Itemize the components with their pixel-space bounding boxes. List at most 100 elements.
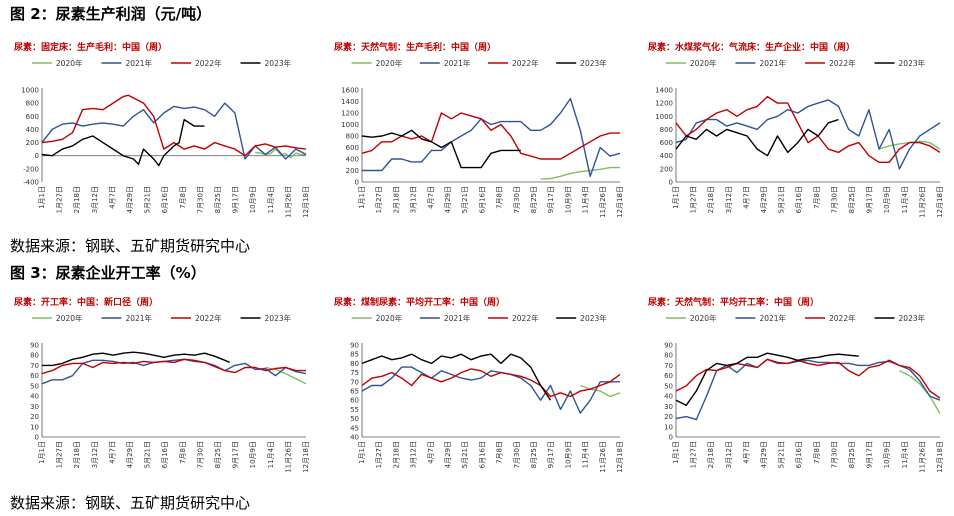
x-tick-label: 7月30日 (513, 186, 521, 213)
legend-item: 2022年 (488, 58, 539, 68)
legend-item: 2020年 (31, 313, 83, 323)
y-tick-label: 0 (669, 434, 673, 442)
series-line (42, 351, 231, 367)
svg-text:2021年: 2021年 (444, 58, 471, 68)
legend-item: 2020年 (665, 58, 717, 68)
y-tick-label: 1400 (655, 87, 673, 95)
y-tick-label: 1000 (655, 113, 673, 121)
svg-text:2020年: 2020年 (690, 313, 717, 323)
y-tick-label: 70 (350, 378, 359, 386)
x-tick-label: 4月29日 (760, 441, 768, 468)
x-tick-label: 12月18日 (302, 441, 310, 473)
x-tick-label: 2月18日 (73, 441, 81, 468)
x-tick-label: 6月16日 (478, 441, 486, 468)
y-tick-label: 1000 (21, 87, 39, 95)
x-tick-label: 7月30日 (196, 441, 204, 468)
x-tick-label: 3月12日 (410, 186, 418, 213)
x-tick-label: 10月9日 (564, 186, 572, 213)
series-line (361, 112, 620, 160)
x-tick-label: 5月21日 (778, 441, 786, 468)
x-tick-label: 5月21日 (144, 186, 152, 213)
legend-item: 2023年 (240, 58, 292, 68)
chart-panel-0: 尿素：固定床：生产毛利：中国（周） 2020年 2021年 2022年 2023年 -40… (8, 34, 314, 226)
y-tick-label: 80 (30, 352, 39, 360)
x-tick-label: 1月27日 (56, 186, 64, 213)
y-tick-label: 60 (664, 372, 673, 380)
chart-title: 尿素：固定床：生产毛利：中国（周） (14, 41, 167, 53)
y-tick-label: 1400 (341, 98, 359, 106)
y-tick-label: 30 (30, 403, 39, 411)
y-tick-label: 10 (664, 423, 673, 431)
chart-title: 尿素：开工率：中国：新口径（周） (14, 296, 158, 308)
svg-text:2021年: 2021年 (125, 313, 152, 323)
svg-text:2021年: 2021年 (759, 313, 786, 323)
x-tick-label: 9月17日 (866, 441, 874, 468)
x-tick-label: 4月29日 (444, 186, 452, 213)
x-tick-label: 5月21日 (461, 441, 469, 468)
legend-item: 2021年 (101, 313, 153, 323)
y-tick-label: 80 (664, 352, 673, 360)
series-line (41, 102, 307, 160)
x-tick-label: 4月7日 (427, 186, 435, 209)
legend-item: 2022年 (805, 313, 856, 323)
y-tick-label: 200 (660, 165, 673, 173)
legend-item: 2022年 (171, 58, 222, 68)
x-tick-label: 8月25日 (848, 186, 856, 213)
chart-title: 尿素：煤制尿素：平均开工率：中国（周） (334, 296, 505, 308)
y-tick-label: 20 (664, 413, 673, 421)
y-tick-label: 70 (664, 362, 673, 370)
y-tick-label: 0 (35, 434, 39, 442)
y-tick-label: -400 (23, 179, 39, 187)
x-tick-label: 7月8日 (813, 186, 821, 209)
svg-text:2022年: 2022年 (829, 313, 856, 323)
series-line (675, 95, 941, 164)
legend-item: 2020年 (31, 58, 83, 68)
svg-text:2020年: 2020年 (690, 58, 717, 68)
y-tick-label: 1000 (341, 121, 359, 129)
y-tick-label: 400 (26, 126, 39, 134)
x-tick-label: 3月12日 (91, 186, 99, 213)
x-tick-label: 9月17日 (547, 441, 555, 468)
series-line (675, 358, 941, 421)
y-tick-label: 400 (660, 152, 673, 160)
chart-title: 尿素：天然气制：生产毛利：中国（周） (334, 41, 496, 53)
x-tick-label: 3月12日 (725, 186, 733, 213)
y-tick-label: 50 (664, 382, 673, 390)
legend-item: 2021年 (735, 58, 787, 68)
svg-text:2021年: 2021年 (125, 58, 152, 68)
y-tick-label: 60 (30, 372, 39, 380)
svg-text:2020年: 2020年 (376, 58, 403, 68)
y-tick-label: 1200 (341, 110, 359, 118)
x-tick-label: 11月26日 (284, 186, 292, 218)
y-tick-label: -200 (23, 165, 39, 173)
legend-item: 2020年 (665, 313, 717, 323)
x-tick-label: 12月18日 (302, 186, 310, 218)
svg-text:2022年: 2022年 (512, 58, 539, 68)
x-tick-label: 9月17日 (866, 186, 874, 213)
legend-item: 2023年 (874, 58, 926, 68)
legend-item: 2021年 (735, 313, 787, 323)
series-line (675, 358, 941, 399)
y-tick-label: 0 (35, 152, 39, 160)
x-tick-label: 5月21日 (144, 441, 152, 468)
legend-item: 2021年 (101, 58, 153, 68)
x-tick-label: 2月18日 (707, 186, 715, 213)
y-tick-label: 800 (26, 100, 39, 108)
x-tick-label: 4月7日 (108, 186, 116, 209)
x-tick-label: 6月16日 (795, 441, 803, 468)
y-tick-label: 50 (30, 382, 39, 390)
y-tick-label: 75 (350, 369, 359, 377)
y-tick-label: 40 (30, 393, 39, 401)
chart-title: 尿素：天然气制：平均开工率：中国（周） (648, 296, 819, 308)
x-tick-label: 12月18日 (616, 186, 624, 218)
y-tick-label: 70 (30, 362, 39, 370)
y-tick-label: 200 (346, 167, 359, 175)
legend-item: 2023年 (240, 313, 292, 323)
source-note-1: 数据来源：钢联、五矿期货研究中心 (10, 237, 251, 255)
svg-text:2023年: 2023年 (899, 58, 926, 68)
svg-text:2022年: 2022年 (512, 313, 539, 323)
x-tick-label: 10月9日 (883, 441, 891, 468)
x-tick-label: 1月1日 (672, 441, 680, 464)
y-tick-label: 800 (346, 133, 359, 141)
x-tick-label: 7月8日 (496, 186, 504, 209)
